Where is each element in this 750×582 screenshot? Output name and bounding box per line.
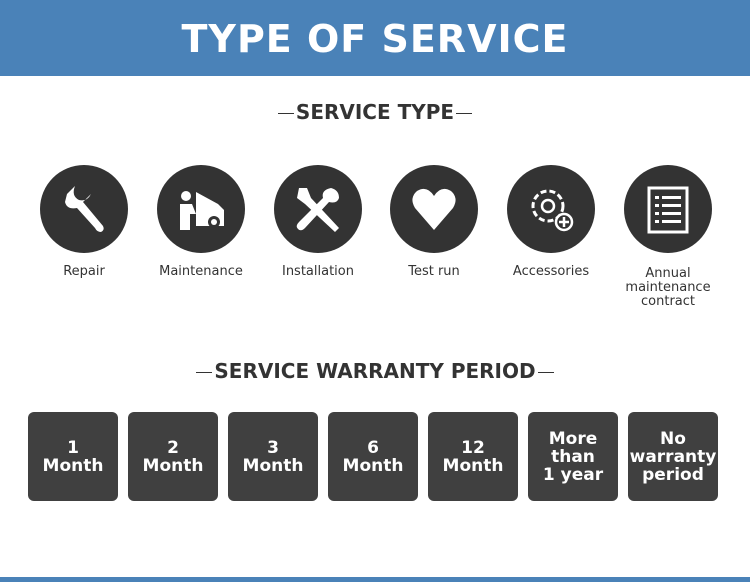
- service-repair: Repair: [29, 165, 139, 279]
- warranty-option: No warranty period: [628, 412, 718, 501]
- warranty-option: 1 Month: [28, 412, 118, 501]
- service-test-run: Test run: [379, 165, 489, 279]
- service-label: Maintenance: [159, 264, 243, 279]
- tools-icon: [296, 188, 339, 232]
- gear-plus-icon: [531, 189, 574, 232]
- heart-icon: [412, 188, 456, 230]
- warranty-option: More than 1 year: [528, 412, 618, 501]
- warranty-option: 12 Month: [428, 412, 518, 501]
- service-type-heading: SERVICE TYPE: [0, 100, 750, 124]
- service-label: Annual maintenance contract: [625, 266, 711, 309]
- service-label: Accessories: [512, 264, 590, 279]
- service-label: Test run: [408, 264, 460, 279]
- car-mechanic-icon: [180, 191, 224, 230]
- service-annual-contract: Annual maintenance contract: [613, 165, 723, 309]
- warranty-title: SERVICE WARRANTY PERIOD: [214, 359, 536, 383]
- service-label: Installation: [281, 264, 354, 279]
- wrench-icon: [65, 186, 104, 232]
- service-accessories: Accessories: [496, 165, 606, 279]
- service-maintenance: Maintenance: [146, 165, 256, 279]
- warranty-option: 6 Month: [328, 412, 418, 501]
- warranty-heading: SERVICE WARRANTY PERIOD: [0, 359, 750, 383]
- list-document-icon: [647, 186, 689, 234]
- service-installation: Installation: [263, 165, 373, 279]
- page-header: TYPE OF SERVICE: [0, 0, 750, 76]
- service-label: Repair: [63, 264, 105, 279]
- service-type-title: SERVICE TYPE: [295, 100, 455, 124]
- warranty-option: 2 Month: [128, 412, 218, 501]
- warranty-option: 3 Month: [228, 412, 318, 501]
- footer-bar: [0, 577, 750, 582]
